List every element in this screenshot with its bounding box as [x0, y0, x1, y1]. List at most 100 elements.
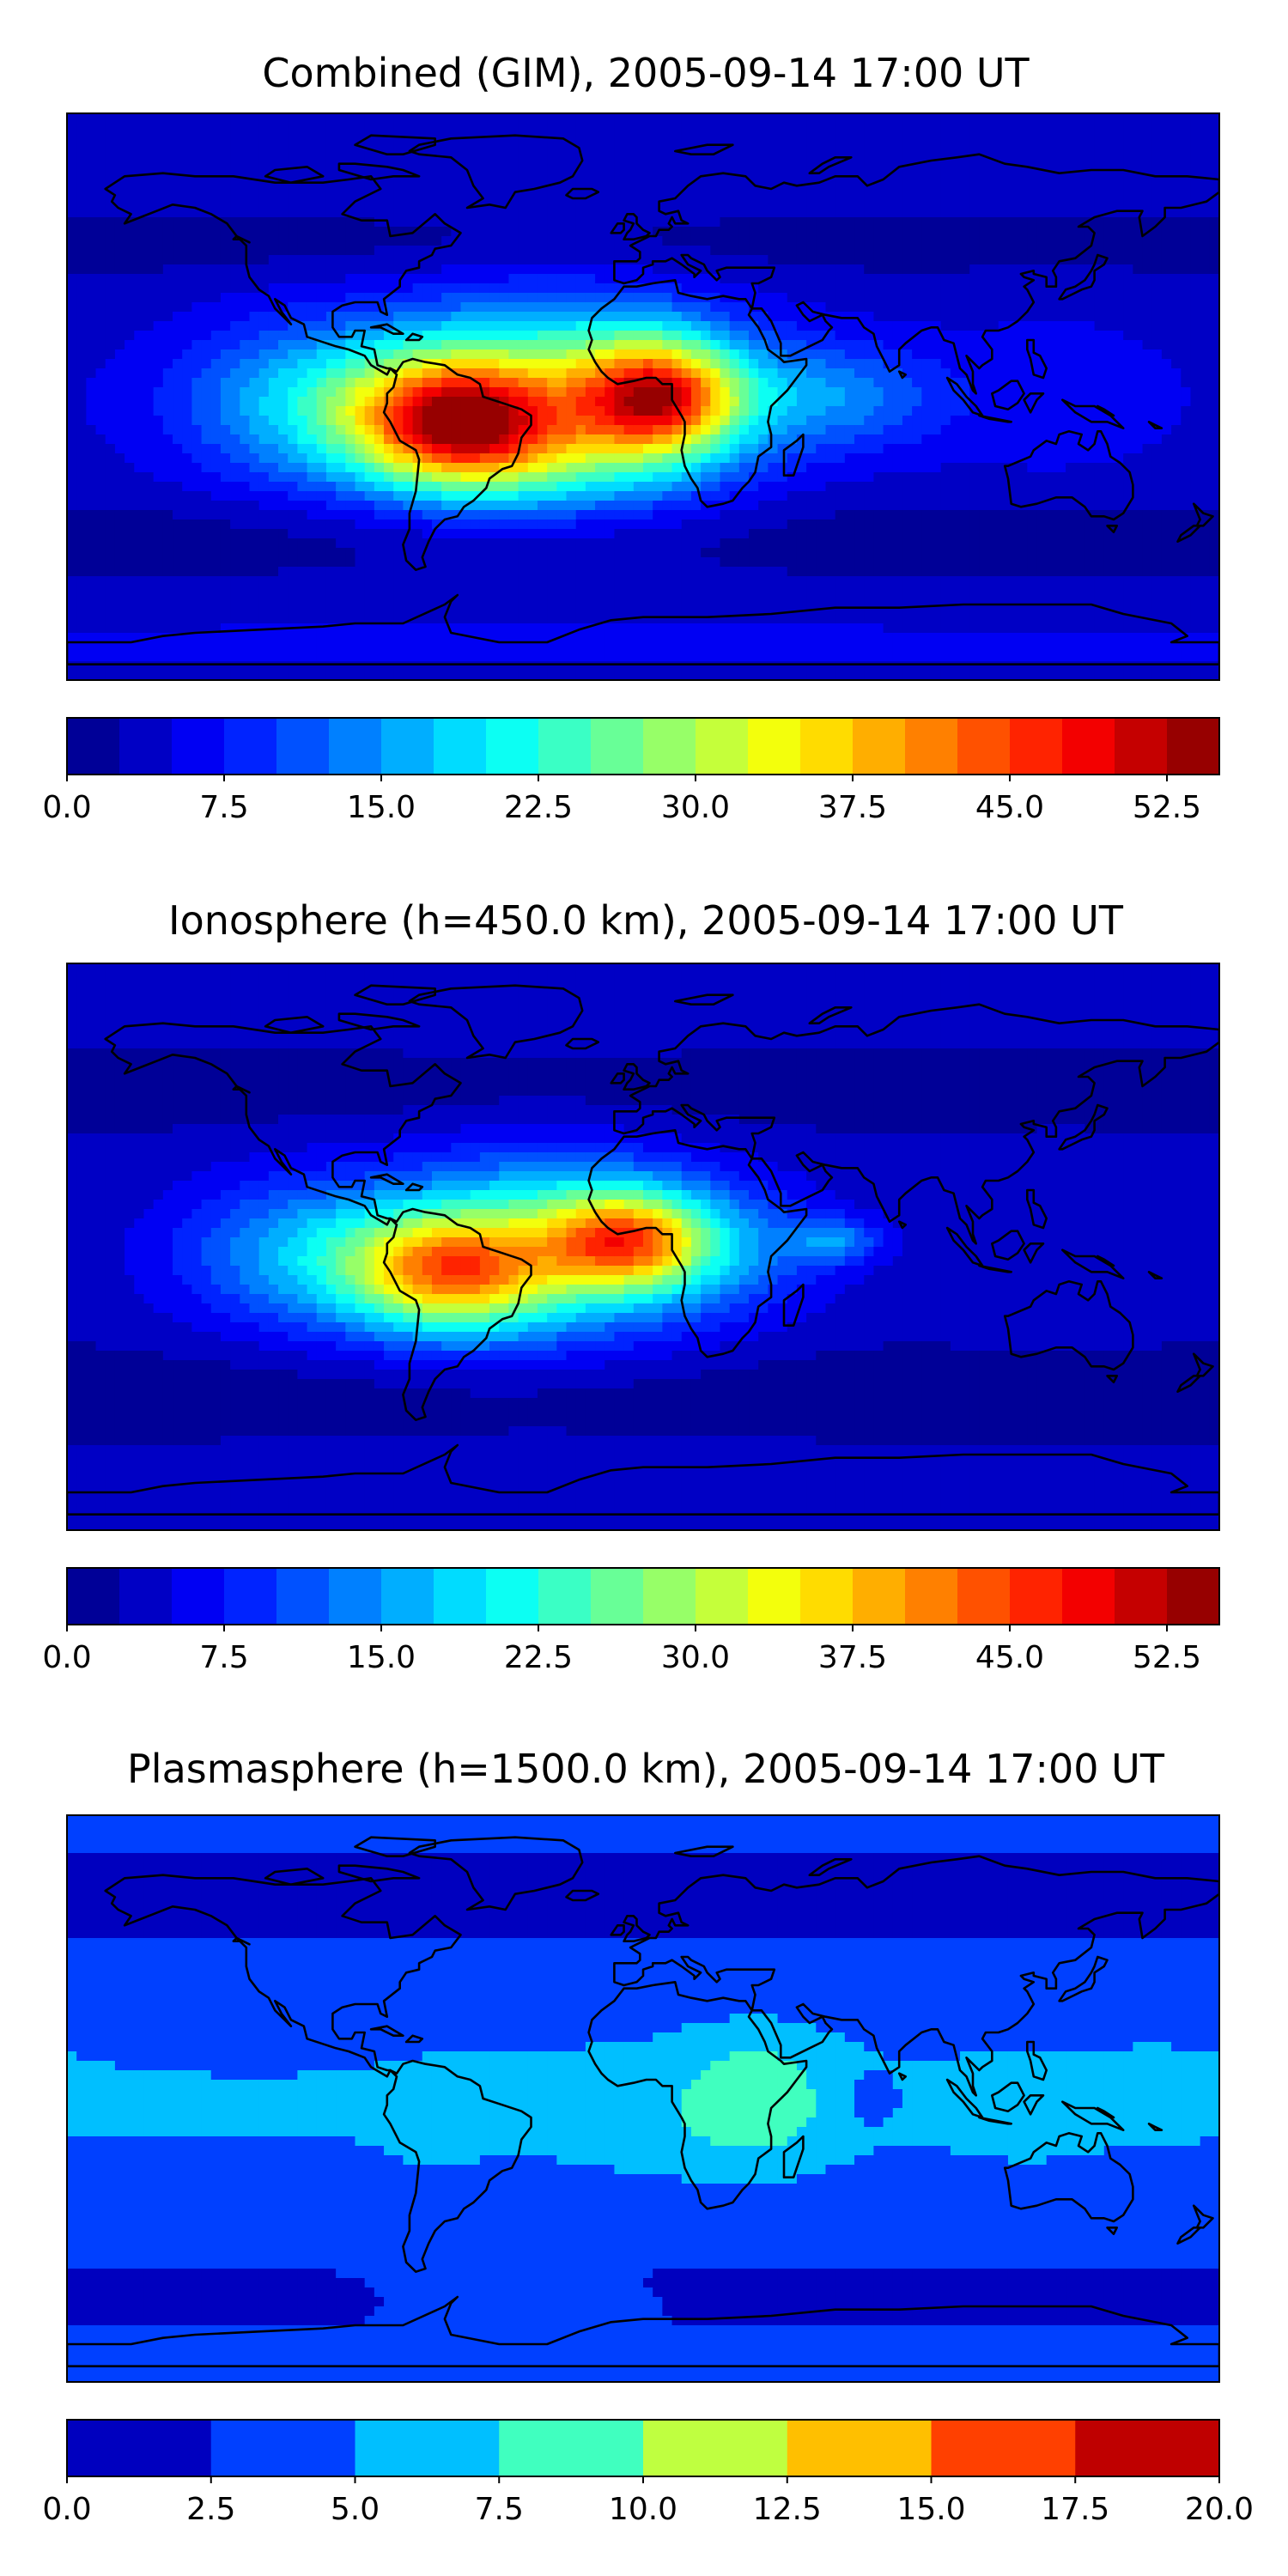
coastline: [1192, 2204, 1214, 2229]
colorbar-swatch: [119, 1568, 173, 1625]
coastline: [1023, 2094, 1045, 2116]
map-frame: [66, 1814, 1220, 2383]
map-area: [66, 1814, 1220, 2383]
coastline: [1023, 1242, 1045, 1264]
colorbar-swatch: [486, 1568, 539, 1625]
coastline: [782, 1283, 805, 1327]
coastline: [808, 1006, 853, 1024]
coastline: [613, 1855, 1219, 2097]
coastline: [264, 1868, 325, 1886]
coastline: [1097, 1255, 1115, 1267]
coastline: [408, 134, 584, 210]
colorbar: 0.0 7.5 15.0 22.5 30.0 37.5 45.0 52.5: [42, 717, 1220, 825]
coastline: [613, 1003, 1219, 1245]
colorbar-tick-label: 20.0: [1185, 2492, 1254, 2527]
colorbar-swatch: [1115, 718, 1168, 775]
colorbar-swatch: [853, 1568, 906, 1625]
colorbar-swatch: [119, 718, 173, 775]
colorbar-swatch: [1075, 2420, 1220, 2476]
colorbar-tick-label: 37.5: [818, 790, 887, 825]
colorbar-swatch: [381, 1568, 434, 1625]
colorbar-swatch: [643, 718, 696, 775]
colorbar-swatch: [800, 718, 854, 775]
coastline: [991, 1230, 1025, 1261]
coastline: [337, 1864, 421, 1883]
colorbar-tick-label: 15.0: [896, 2492, 965, 2527]
coastline: [565, 1889, 600, 1902]
coastline: [232, 234, 251, 244]
colorbar-swatch: [1115, 1568, 1168, 1625]
coastline: [67, 2295, 1219, 2367]
coastline: [382, 2059, 532, 2273]
coastline: [369, 323, 404, 335]
coastline: [264, 1016, 325, 1034]
coastline: [1147, 1271, 1163, 1279]
coastline: [264, 166, 325, 184]
coastline: [674, 1845, 734, 1857]
colorbar-swatch: [172, 718, 225, 775]
coastline: [1192, 1352, 1214, 1377]
map-area: [66, 112, 1220, 681]
colorbar-swatch: [538, 718, 592, 775]
panel-combined: Combined (GIM), 2005-09-14 17:00 UT 0.0 7…: [42, 50, 1220, 825]
colorbar-swatch: [748, 1568, 801, 1625]
coastline: [104, 1022, 462, 1226]
coastline: [67, 593, 1219, 665]
colorbar-tick-label: 17.5: [1041, 2492, 1109, 2527]
coastline: [1192, 502, 1214, 527]
coastline: [587, 279, 808, 508]
colorbar-swatch: [905, 718, 958, 775]
colorbar-tick-label: 22.5: [504, 1640, 573, 1675]
tec-field: [67, 1815, 1219, 2382]
colorbar-swatch: [381, 718, 434, 775]
coastline: [408, 1836, 584, 1911]
coastline: [1061, 398, 1125, 429]
colorbar-swatch: [276, 1568, 330, 1625]
coastline: [1176, 2227, 1201, 2245]
coastline: [897, 2072, 907, 2081]
coastline: [1003, 430, 1134, 521]
coastline: [613, 153, 1219, 395]
coastline: [610, 1072, 625, 1084]
coastline: [1058, 253, 1109, 301]
colorbar-swatch: [499, 2420, 644, 2476]
colorbar-swatch: [67, 2420, 212, 2476]
colorbar-swatch: [748, 718, 801, 775]
coastline: [978, 1264, 1012, 1273]
colorbar-swatch: [1062, 718, 1115, 775]
panel-title: Combined (GIM), 2005-09-14 17:00 UT: [262, 50, 1030, 96]
coastlines: [67, 134, 1219, 665]
coastline: [808, 156, 853, 174]
colorbar-tick-label: 30.0: [661, 1640, 730, 1675]
coastline: [1106, 1375, 1118, 1383]
coastline: [354, 1836, 436, 1857]
colorbar-tick-label: 45.0: [975, 1640, 1044, 1675]
coastline: [587, 1981, 808, 2210]
coastlines: [67, 984, 1219, 1516]
coastline: [991, 2081, 1025, 2112]
colorbar-swatch: [172, 1568, 225, 1625]
coastline: [897, 370, 907, 380]
coastline: [782, 433, 805, 477]
colorbar-swatch: [696, 718, 749, 775]
coastline: [1106, 525, 1118, 533]
colorbar-swatch: [787, 2420, 932, 2476]
colorbar-swatch: [355, 2420, 500, 2476]
colorbar: 0.0 7.5 15.0 22.5 30.0 37.5 45.0 52.5: [42, 1567, 1220, 1675]
coastline: [1106, 2227, 1118, 2235]
colorbar-swatch: [957, 718, 1011, 775]
colorbar-swatch: [905, 1568, 958, 1625]
colorbar-swatch: [643, 1568, 696, 1625]
colorbar-swatch: [696, 1568, 749, 1625]
colorbar-tick-label: 10.0: [609, 2492, 677, 2527]
colorbar-swatch: [800, 1568, 854, 1625]
colorbar-tick-label: 15.0: [347, 1640, 416, 1675]
coastline: [565, 187, 600, 200]
colorbar-swatch: [67, 1568, 120, 1625]
coastline: [897, 1220, 907, 1230]
colorbar-swatch: [329, 1568, 382, 1625]
colorbar-swatch: [67, 718, 120, 775]
colorbar-tick-label: 2.5: [186, 2492, 235, 2527]
colorbar-frame: [66, 717, 1220, 775]
coastline: [1026, 338, 1048, 380]
